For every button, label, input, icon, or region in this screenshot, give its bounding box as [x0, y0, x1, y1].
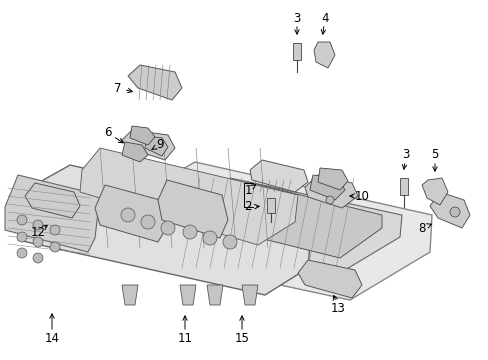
Circle shape: [50, 242, 60, 252]
Polygon shape: [317, 168, 347, 190]
Polygon shape: [95, 185, 168, 242]
Circle shape: [121, 208, 135, 222]
Text: 8: 8: [417, 221, 425, 234]
Polygon shape: [292, 43, 301, 60]
Circle shape: [17, 215, 27, 225]
Text: 7: 7: [114, 81, 122, 94]
Text: 15: 15: [234, 332, 249, 345]
Polygon shape: [130, 126, 155, 145]
Text: 4: 4: [321, 12, 328, 24]
Polygon shape: [180, 285, 196, 305]
Circle shape: [33, 237, 43, 247]
Polygon shape: [195, 182, 381, 258]
Polygon shape: [25, 183, 80, 218]
Polygon shape: [266, 198, 274, 213]
Polygon shape: [429, 192, 469, 228]
Text: 12: 12: [30, 225, 45, 238]
Polygon shape: [122, 130, 175, 160]
Circle shape: [33, 220, 43, 230]
Polygon shape: [249, 160, 307, 192]
Polygon shape: [18, 165, 311, 295]
Polygon shape: [309, 175, 345, 200]
Text: 5: 5: [430, 148, 438, 162]
Polygon shape: [170, 178, 401, 270]
Circle shape: [17, 248, 27, 258]
Text: 3: 3: [402, 148, 409, 162]
Polygon shape: [128, 65, 182, 100]
Circle shape: [183, 225, 197, 239]
Circle shape: [50, 225, 60, 235]
Polygon shape: [242, 285, 258, 305]
Polygon shape: [122, 285, 138, 305]
Circle shape: [141, 215, 155, 229]
Circle shape: [203, 231, 217, 245]
Polygon shape: [108, 162, 431, 300]
Polygon shape: [5, 175, 100, 252]
Polygon shape: [145, 136, 168, 156]
Text: 3: 3: [293, 12, 300, 24]
Polygon shape: [122, 142, 148, 162]
Polygon shape: [399, 178, 407, 195]
Text: 14: 14: [44, 332, 60, 345]
Polygon shape: [421, 178, 447, 205]
Circle shape: [33, 253, 43, 263]
Text: 9: 9: [156, 139, 163, 152]
Circle shape: [223, 235, 237, 249]
Text: 1: 1: [244, 184, 251, 197]
Circle shape: [17, 232, 27, 242]
Text: 10: 10: [354, 189, 368, 202]
Polygon shape: [297, 260, 361, 298]
Polygon shape: [305, 175, 357, 208]
Polygon shape: [206, 285, 223, 305]
Polygon shape: [158, 180, 227, 238]
Text: 6: 6: [104, 126, 112, 139]
Polygon shape: [80, 148, 297, 245]
Circle shape: [325, 196, 333, 204]
Circle shape: [449, 207, 459, 217]
Text: 2: 2: [244, 201, 251, 213]
Text: 11: 11: [177, 332, 192, 345]
Circle shape: [161, 221, 175, 235]
Text: 13: 13: [330, 302, 345, 315]
Polygon shape: [313, 42, 334, 68]
